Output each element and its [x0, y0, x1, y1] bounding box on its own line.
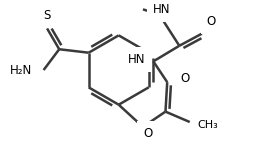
- Text: HN: HN: [128, 53, 146, 66]
- Text: O: O: [207, 15, 216, 28]
- Text: O: O: [143, 127, 153, 140]
- Text: HN: HN: [153, 3, 171, 16]
- Text: H₂N: H₂N: [10, 63, 32, 76]
- Text: O: O: [181, 72, 190, 85]
- Text: CH₃: CH₃: [197, 120, 218, 130]
- Text: S: S: [43, 9, 51, 22]
